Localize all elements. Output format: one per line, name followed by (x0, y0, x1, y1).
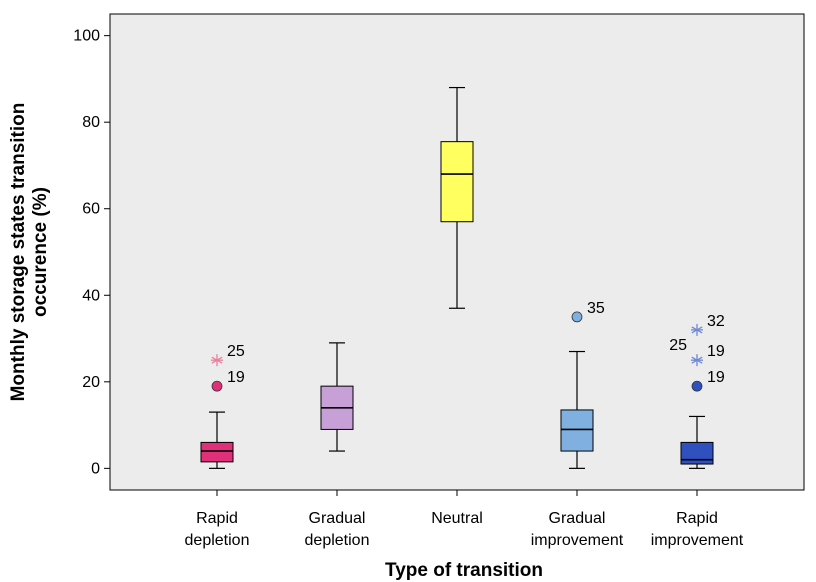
y-tick-label: 40 (82, 287, 100, 304)
outlier-star (691, 323, 703, 336)
y-tick-label: 80 (82, 114, 100, 131)
outlier-label: 25 (227, 343, 245, 360)
category-label: depletion (305, 532, 370, 549)
y-axis-title-line: occurence (%) (30, 187, 51, 317)
iqr-box (440, 141, 474, 223)
iqr-box (560, 409, 594, 452)
category-label: Gradual (309, 510, 366, 527)
outlier-circle (571, 311, 583, 323)
category-label: improvement (531, 532, 624, 549)
iqr-box (680, 441, 714, 465)
y-tick-label: 20 (82, 374, 100, 391)
y-axis: 0 20 40 60 80 100 (73, 28, 110, 477)
box-group: 35 (560, 300, 605, 469)
outlier-circle (691, 380, 703, 392)
iqr-box (200, 441, 234, 463)
category-label: Rapid (676, 510, 718, 527)
outlier-label: 19 (707, 343, 725, 360)
box-group: 19 19 32 25 (669, 313, 725, 469)
x-axis-title: Type of transition (385, 560, 543, 581)
outlier-circle (211, 380, 223, 392)
y-tick-label: 60 (82, 201, 100, 218)
outlier-label: 32 (707, 313, 725, 330)
outlier-label: 35 (587, 300, 605, 317)
category-label: depletion (185, 532, 250, 549)
x-axis-category-labels: Rapid depletion Gradual depletion Neutral Gra… (185, 490, 744, 549)
category-label: Rapid (196, 510, 238, 527)
category-label: improvement (651, 532, 744, 549)
box-group (320, 342, 354, 452)
y-axis-title-line: Monthly storage states transition (8, 103, 29, 402)
outlier-star (211, 354, 223, 367)
category-label: Neutral (431, 510, 483, 527)
box-group (440, 86, 474, 309)
category-label: Gradual (549, 510, 606, 527)
outlier-star (691, 354, 703, 367)
outlier-label: 25 (669, 337, 687, 354)
y-tick-label: 100 (73, 28, 100, 45)
y-tick-label: 0 (91, 460, 100, 477)
y-axis-title: Monthly storage states transition occuren… (8, 103, 51, 402)
outlier-label: 19 (227, 369, 245, 386)
outlier-label: 19 (707, 369, 725, 386)
